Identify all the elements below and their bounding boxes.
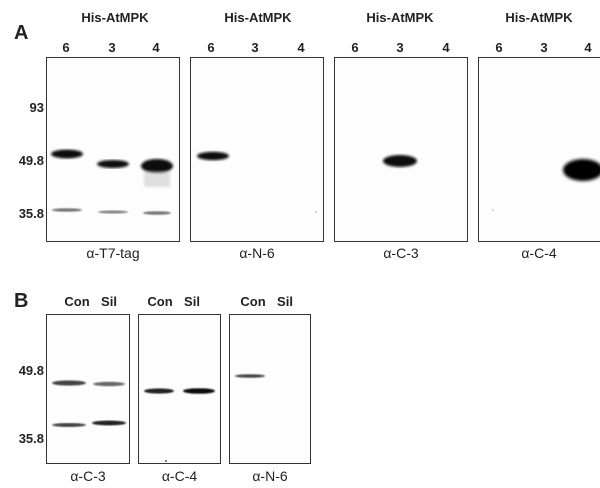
lane-label: Con (240, 294, 266, 309)
panel-a-label: A (14, 22, 29, 44)
speck (165, 460, 167, 462)
mw-marker: 35.8 (18, 206, 44, 221)
lane-label: Sil (277, 294, 293, 309)
blot-c3-b (46, 314, 130, 464)
band (143, 211, 171, 215)
lane-label: 3 (540, 40, 548, 55)
blot-header: His-AtMPK (81, 10, 149, 25)
lane-label: 4 (297, 40, 305, 55)
blot-n6 (190, 57, 324, 242)
blot-n6-b (229, 314, 311, 464)
lane-label: 3 (251, 40, 259, 55)
band (52, 423, 86, 427)
antibody-label: α-C-4 (521, 245, 557, 261)
blot-bands (197, 151, 317, 213)
lane-label: 4 (152, 40, 160, 55)
band (235, 374, 265, 378)
blot-bands (144, 388, 215, 462)
blot-bands (52, 380, 126, 427)
mw-marker: 49.8 (18, 363, 44, 378)
band (93, 381, 125, 387)
mw-marker: 49.8 (18, 153, 44, 168)
band (98, 210, 128, 214)
blot-c4 (478, 57, 600, 242)
band (183, 388, 215, 394)
lane-label: Con (147, 294, 173, 309)
band (144, 388, 174, 394)
lane-label: Con (64, 294, 90, 309)
blot-t7-tag (46, 57, 180, 242)
antibody-label: α-C-3 (383, 245, 419, 261)
band (92, 420, 126, 426)
lane-label: 3 (396, 40, 404, 55)
blot-header: His-AtMPK (505, 10, 573, 25)
antibody-label: α-N-6 (239, 245, 275, 261)
speck (492, 209, 494, 211)
blot-c3 (334, 57, 468, 242)
band (141, 159, 173, 173)
blot-bands (492, 159, 600, 211)
lane-label: 3 (108, 40, 116, 55)
band (52, 208, 82, 212)
band-smear (144, 171, 170, 187)
lane-label: 6 (62, 40, 70, 55)
band (51, 149, 83, 159)
band (383, 155, 417, 167)
antibody-label: α-C-3 (70, 468, 106, 484)
antibody-label: α-C-4 (161, 468, 198, 484)
blot-c4-b (138, 314, 221, 464)
lane-label: 6 (207, 40, 215, 55)
lane-label: 6 (351, 40, 359, 55)
blot-bands (51, 149, 173, 215)
lane-label: 4 (584, 40, 592, 55)
blot-bands (235, 374, 265, 378)
speck (315, 211, 317, 213)
band (52, 380, 86, 386)
lane-label: Sil (184, 294, 200, 309)
blot-header: His-AtMPK (224, 10, 292, 25)
lane-label: 4 (442, 40, 450, 55)
mw-marker: 93 (29, 100, 44, 115)
band (97, 160, 129, 168)
antibody-label: α-T7-tag (86, 245, 140, 261)
antibody-label: α-N-6 (252, 468, 288, 484)
mw-marker: 35.8 (18, 431, 44, 446)
band (563, 159, 600, 181)
lane-label: Sil (101, 294, 117, 309)
blot-bands (383, 155, 417, 167)
blot-header: His-AtMPK (366, 10, 434, 25)
band (197, 151, 229, 161)
panel-b-label: B (14, 290, 29, 312)
lane-label: 6 (495, 40, 503, 55)
